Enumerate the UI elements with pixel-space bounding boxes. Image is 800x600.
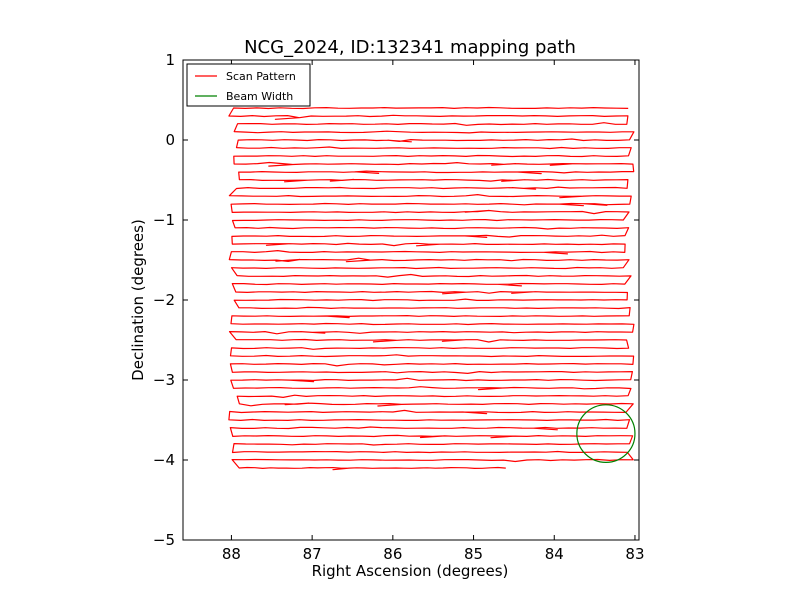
x-tick-label: 85 (464, 545, 483, 563)
x-axis-label: Right Ascension (degrees) (312, 562, 509, 580)
y-tick-label: 1 (165, 51, 175, 69)
y-axis: 1 0 −1 −2 −3 −4 −5 (153, 51, 639, 549)
beam-width-series (576, 404, 636, 464)
legend-box (186, 63, 311, 107)
legend-label-scan-pattern: Scan Pattern (226, 70, 296, 83)
x-axis: 88 87 86 85 84 83 (222, 60, 645, 563)
legend-label-beam-width: Beam Width (226, 90, 293, 103)
x-tick-label: 86 (383, 545, 402, 563)
plot-area (182, 59, 640, 541)
x-tick-label: 87 (303, 545, 322, 563)
x-tick-label: 84 (545, 545, 564, 563)
legend: Scan Pattern Beam Width (186, 63, 311, 107)
y-tick-label: −5 (153, 531, 175, 549)
scan-pattern-series (228, 106, 635, 471)
x-tick-label: 88 (222, 545, 241, 563)
y-tick-label: −3 (153, 371, 175, 389)
scan-pattern-line (228, 106, 635, 471)
y-axis-label: Declination (degrees) (129, 219, 147, 381)
y-tick-label: −4 (153, 451, 175, 469)
y-tick-label: −1 (153, 211, 175, 229)
y-tick-label: 0 (165, 131, 175, 149)
beam-width-circle (576, 404, 636, 464)
x-tick-label: 83 (625, 545, 644, 563)
y-tick-label: −2 (153, 291, 175, 309)
chart-title: NCG_2024, ID:132341 mapping path (244, 37, 576, 58)
